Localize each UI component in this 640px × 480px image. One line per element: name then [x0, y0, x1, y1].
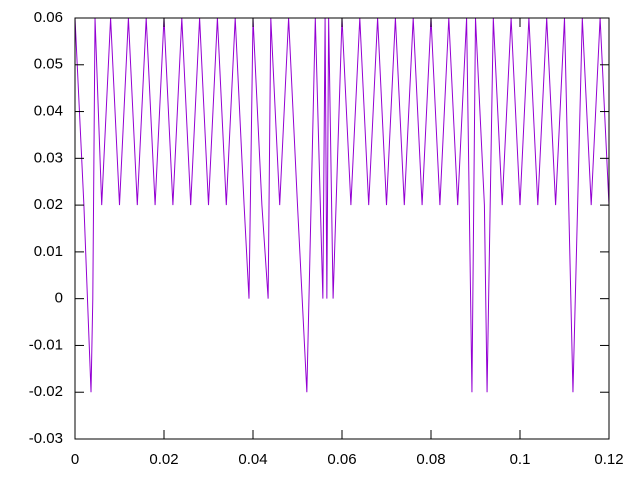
x-tick-label: 0.1 — [510, 451, 531, 468]
y-tick-label: -0.01 — [29, 336, 63, 353]
y-tick-label: 0.05 — [34, 56, 63, 73]
y-tick-label: -0.03 — [29, 430, 63, 447]
y-tick-label: -0.02 — [29, 383, 63, 400]
x-tick-label: 0.12 — [594, 451, 623, 468]
x-tick-label: 0 — [71, 451, 79, 468]
x-tick-label: 0.04 — [238, 451, 267, 468]
y-tick-label: 0.03 — [34, 149, 63, 166]
x-tick-label: 0.06 — [327, 451, 356, 468]
y-tick-label: 0.04 — [34, 103, 63, 120]
data-line — [75, 18, 609, 393]
y-tick-label: 0.01 — [34, 243, 63, 260]
x-tick-label: 0.02 — [149, 451, 178, 468]
plot-area — [75, 18, 609, 393]
y-tick-label: 0.06 — [34, 9, 63, 26]
x-tick-label: 0.08 — [416, 451, 445, 468]
plot-border — [74, 17, 610, 440]
y-tick-label: 0.02 — [34, 196, 63, 213]
y-tick-label: 0 — [55, 290, 63, 307]
